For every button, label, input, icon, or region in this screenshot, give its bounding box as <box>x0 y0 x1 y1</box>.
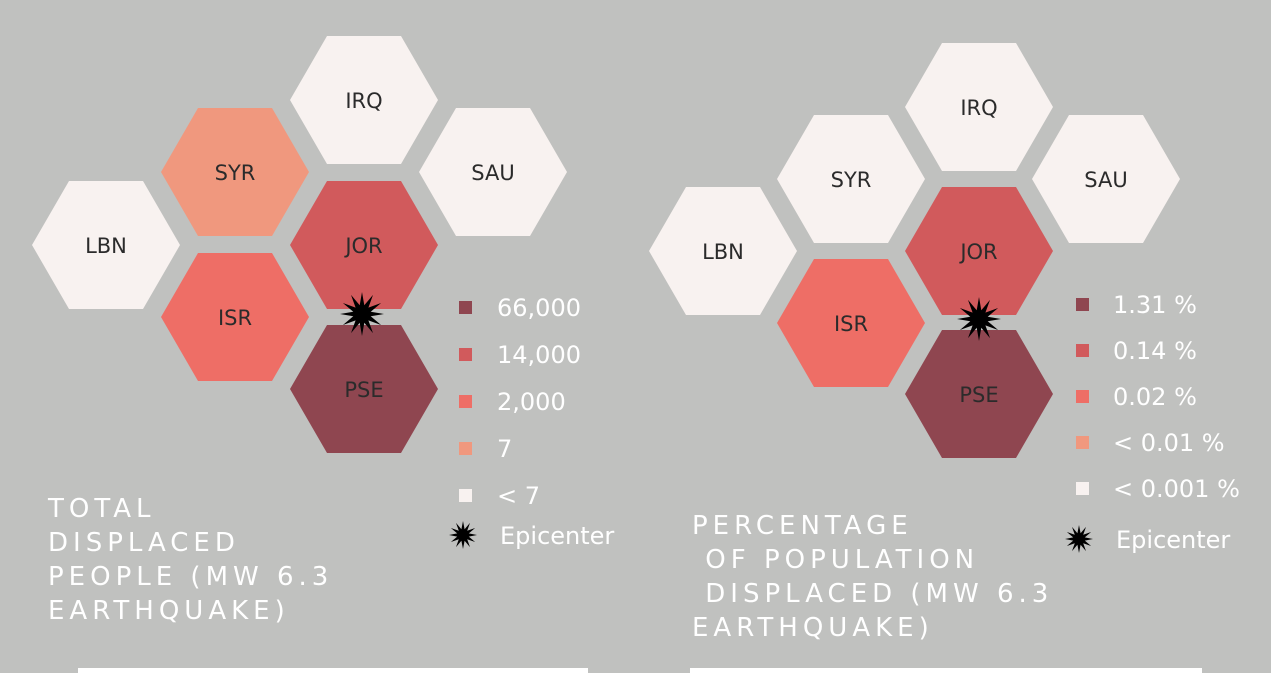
bottom-rule-right <box>690 668 1202 673</box>
hex-jor: JOR <box>905 187 1053 315</box>
legend-swatch <box>459 395 472 408</box>
legend-label-epicenter: Epicenter <box>1116 526 1230 554</box>
legend-label: 0.14 % <box>1113 337 1197 365</box>
epicenter-icon <box>957 297 1001 341</box>
legend: 1.31 % 0.14 % 0.02 % < 0.01 % < 0.001 % Epice… <box>1065 291 1240 554</box>
legend-swatch <box>459 442 472 455</box>
hex-sau: SAU <box>1032 115 1180 243</box>
legend-label: 0.02 % <box>1113 383 1197 411</box>
legend: 66,000 14,000 2,000 7 < 7 Epicenter <box>449 294 614 550</box>
legend-label: 14,000 <box>497 341 581 369</box>
legend-label-epicenter: Epicenter <box>500 522 614 550</box>
hex-shape-sau <box>1032 115 1180 243</box>
legend-item: 1.31 % <box>1076 291 1197 319</box>
legend-swatch <box>459 301 472 314</box>
hex-pse: PSE <box>290 325 438 453</box>
legend-swatch <box>459 348 472 361</box>
legend-label: 1.31 % <box>1113 291 1197 319</box>
hex-jor: JOR <box>290 181 438 309</box>
hex-shape-irq <box>290 36 438 164</box>
hex-label-jor: JOR <box>958 240 997 264</box>
hex-lbn: LBN <box>649 187 797 315</box>
legend-label: 2,000 <box>497 388 566 416</box>
legend-item-epicenter: Epicenter <box>449 521 614 550</box>
hex-label-lbn: LBN <box>702 240 744 264</box>
hex-syr: SYR <box>161 108 309 236</box>
legend-label: 7 <box>497 435 512 463</box>
legend-item: 0.02 % <box>1076 383 1197 411</box>
hex-isr: ISR <box>777 259 925 387</box>
hex-shape-irq <box>905 43 1053 171</box>
legend-swatch <box>1076 298 1089 311</box>
hex-label-sau: SAU <box>1084 168 1127 192</box>
legend-item: 7 <box>459 435 512 463</box>
hex-label-syr: SYR <box>215 161 256 185</box>
hex-shape-lbn <box>32 181 180 309</box>
legend-item: 66,000 <box>459 294 581 322</box>
hex-shape-sau <box>419 108 567 236</box>
panel-title-percentage-displaced: PERCENTAGE OF POPULATION DISPLACED (MW 6… <box>692 511 1054 643</box>
hex-shape-syr <box>777 115 925 243</box>
hex-label-pse: PSE <box>959 383 998 407</box>
hex-syr: SYR <box>777 115 925 243</box>
hex-sau: SAU <box>419 108 567 236</box>
hex-irq: IRQ <box>905 43 1053 171</box>
legend-label: < 0.01 % <box>1113 429 1225 457</box>
hex-irq: IRQ <box>290 36 438 164</box>
legend-item: < 0.001 % <box>1076 475 1240 503</box>
hex-shape-isr <box>777 259 925 387</box>
hex-label-irq: IRQ <box>960 96 997 120</box>
hex-label-isr: ISR <box>834 312 868 336</box>
legend-label: < 0.001 % <box>1113 475 1240 503</box>
hex-shape-syr <box>161 108 309 236</box>
epicenter-icon <box>340 292 384 336</box>
legend-swatch <box>1076 344 1089 357</box>
hex-isr: ISR <box>161 253 309 381</box>
legend-label: 66,000 <box>497 294 581 322</box>
hex-shape-jor <box>290 181 438 309</box>
hex-shape-isr <box>161 253 309 381</box>
legend-label: < 7 <box>497 482 540 510</box>
hex-label-irq: IRQ <box>345 89 382 113</box>
legend-item-epicenter: Epicenter <box>1065 525 1230 554</box>
panel-total-displaced: IRQ SYR SAU LBN JOR ISR PSE 66,000 14,000 2,000 7 <… <box>32 36 614 550</box>
legend-item: 2,000 <box>459 388 566 416</box>
bottom-rule-left <box>78 668 588 673</box>
hex-shape-jor <box>905 187 1053 315</box>
hex-label-isr: ISR <box>218 306 252 330</box>
legend-item: < 0.01 % <box>1076 429 1225 457</box>
epicenter-legend-icon <box>449 521 477 549</box>
hex-label-jor: JOR <box>343 234 382 258</box>
hex-pse: PSE <box>905 330 1053 458</box>
panel-title-total-displaced: TOTAL DISPLACED PEOPLE (MW 6.3 EARTHQUAK… <box>48 494 334 626</box>
hex-shape-pse <box>290 325 438 453</box>
legend-item: 14,000 <box>459 341 581 369</box>
hex-shape-lbn <box>649 187 797 315</box>
legend-swatch <box>1076 436 1089 449</box>
epicenter-legend-icon <box>1065 525 1093 553</box>
legend-item: < 7 <box>459 482 540 510</box>
hex-lbn: LBN <box>32 181 180 309</box>
hex-shape-pse <box>905 330 1053 458</box>
legend-swatch <box>1076 390 1089 403</box>
hex-label-pse: PSE <box>344 378 383 402</box>
legend-swatch <box>459 489 472 502</box>
panel-percentage-displaced: IRQ SYR SAU LBN JOR ISR PSE 1.31 % 0.14 % 0.02 % <… <box>649 43 1240 554</box>
hex-label-syr: SYR <box>831 168 872 192</box>
legend-swatch <box>1076 482 1089 495</box>
legend-item: 0.14 % <box>1076 337 1197 365</box>
hex-label-lbn: LBN <box>85 234 127 258</box>
hex-label-sau: SAU <box>471 161 514 185</box>
